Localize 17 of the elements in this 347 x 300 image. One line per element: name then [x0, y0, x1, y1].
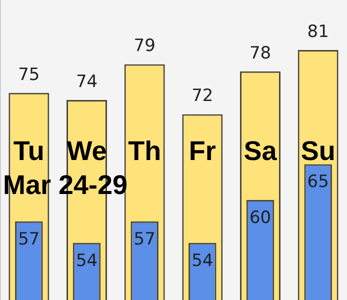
data-label: 57 — [134, 229, 156, 250]
data-label: 65 — [307, 172, 329, 192]
data-label: 54 — [76, 250, 98, 271]
x-tick-label: Sa — [244, 136, 278, 166]
data-label: 74 — [76, 72, 98, 92]
data-label: 75 — [18, 64, 40, 85]
x-tick-label: Fr — [188, 136, 216, 166]
x-tick-label: Th — [128, 136, 162, 166]
data-label: 79 — [134, 36, 156, 56]
data-label: 60 — [249, 208, 272, 228]
data-label: 78 — [249, 43, 272, 64]
data-label: 54 — [192, 250, 214, 271]
data-label: 81 — [307, 22, 329, 42]
data-label: 72 — [192, 86, 214, 106]
data-label: 57 — [18, 229, 40, 250]
x-tick-label: Tu — [13, 136, 44, 166]
x-tick-label: Su — [300, 136, 336, 166]
